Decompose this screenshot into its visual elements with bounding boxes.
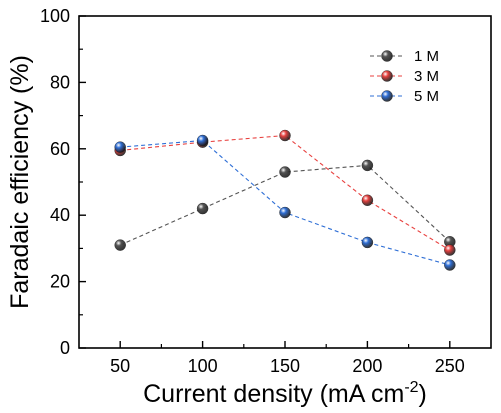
x-axis-title-end: )	[419, 380, 427, 408]
y-axis-title: Faradaic efficiency (%)	[6, 55, 34, 309]
legend-marker	[381, 50, 393, 62]
legend-label: 1 M	[414, 48, 439, 65]
x-tick-label: 50	[110, 356, 130, 376]
x-tick-label: 150	[270, 356, 300, 376]
data-point	[444, 259, 456, 271]
x-axis-title-superscript: -2	[404, 379, 418, 396]
x-tick-label: 100	[188, 356, 218, 376]
x-axis-title: Current density (mA cm-2)	[143, 379, 427, 408]
y-tick-label: 100	[40, 6, 70, 26]
series-layer	[114, 129, 456, 271]
legend-marker	[381, 90, 393, 102]
y-tick-label: 20	[50, 272, 70, 292]
y-tick-label: 60	[50, 139, 70, 159]
data-point	[279, 166, 291, 178]
y-tick-label: 0	[60, 338, 70, 358]
x-tick-label: 250	[435, 356, 465, 376]
data-point	[279, 206, 291, 219]
data-point	[361, 236, 374, 249]
data-point	[444, 244, 456, 256]
data-point	[361, 194, 374, 206]
legend-label: 3 M	[414, 68, 439, 85]
data-point	[196, 134, 209, 147]
series-line	[120, 139, 450, 266]
y-tick-label: 40	[50, 205, 70, 225]
legend-label: 5 M	[414, 88, 439, 105]
plot-frame	[78, 15, 492, 349]
data-point	[114, 141, 126, 153]
y-tick-label: 80	[50, 72, 70, 92]
legend: 1 M 3 M 5 M	[370, 48, 439, 105]
data-point	[279, 129, 291, 142]
axes: 0 20 40 60 80 100 50 100 150 200 250	[40, 6, 492, 376]
data-point	[361, 159, 374, 172]
data-point	[196, 202, 209, 215]
data-point	[114, 239, 126, 251]
series-line	[120, 134, 451, 251]
x-axis-title-main: Current density (mA cm	[143, 380, 404, 408]
x-tick-label: 200	[352, 356, 382, 376]
legend-marker	[381, 70, 393, 82]
